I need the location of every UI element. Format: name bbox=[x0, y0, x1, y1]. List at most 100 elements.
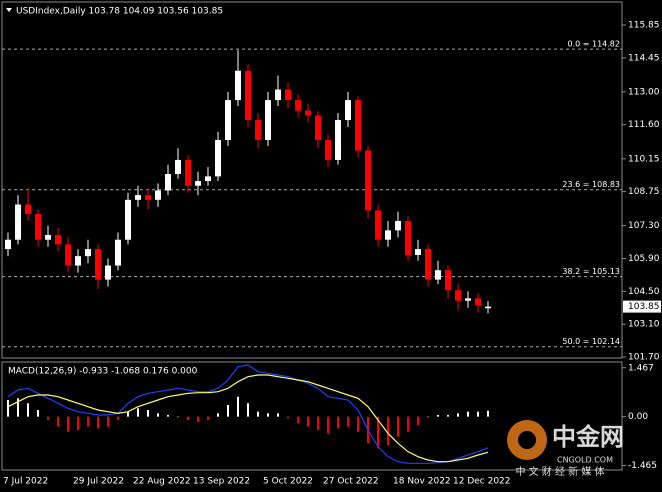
menu-arrow bbox=[6, 8, 12, 12]
histogram-bar bbox=[237, 396, 239, 417]
macd-title: MACD(12,26,9) -0.933 -1.068 0.176 0.000 bbox=[8, 367, 198, 377]
histogram-bar bbox=[37, 410, 39, 417]
histogram-bar bbox=[327, 416, 329, 434]
candle-body bbox=[305, 110, 311, 116]
y-tick-label: 103.10 bbox=[628, 320, 660, 330]
y-tick-label: -1.465 bbox=[628, 461, 657, 471]
candle-body bbox=[175, 159, 181, 175]
candle-body bbox=[485, 306, 491, 309]
candle-body bbox=[75, 256, 81, 266]
candle-body bbox=[315, 115, 321, 140]
y-tick-label: 0.00 bbox=[628, 412, 648, 422]
site: CNGOLD.COM bbox=[557, 456, 613, 465]
x-tick-label: 27 Oct 2022 bbox=[323, 477, 379, 487]
histogram-bar bbox=[27, 403, 29, 417]
watermark: 中金网 CNGOLD.COM 中 文 财 经 新 媒 体 bbox=[507, 420, 624, 478]
y-tick-label: 110.15 bbox=[628, 154, 660, 164]
histogram-bar bbox=[277, 413, 279, 417]
main-panel bbox=[1, 1, 623, 359]
level-label: 50.0 = 102.14 bbox=[562, 337, 620, 346]
level-label: 23.6 = 108.83 bbox=[562, 180, 620, 189]
histogram-bar bbox=[207, 416, 209, 420]
histogram-bar bbox=[387, 416, 389, 445]
histogram-bar bbox=[197, 416, 199, 422]
x-tick-label: 5 Oct 2022 bbox=[263, 477, 313, 487]
x-tick-label: 12 Dec 2022 bbox=[453, 477, 511, 487]
candle-body bbox=[55, 235, 61, 245]
candle-body bbox=[165, 174, 171, 191]
candle-body bbox=[5, 239, 11, 250]
histogram-bar bbox=[177, 416, 179, 418]
y-tick-label: 115.85 bbox=[628, 20, 660, 30]
chart-title: USDIndex,Daily 103.78 104.09 103.56 103.… bbox=[16, 7, 223, 17]
histogram-bar bbox=[467, 411, 469, 417]
histogram-bar bbox=[357, 416, 359, 432]
candle-body bbox=[25, 204, 31, 214]
x-tick-label: 13 Sep 2022 bbox=[193, 477, 250, 487]
candle-body bbox=[185, 159, 191, 186]
candle-body bbox=[285, 89, 291, 101]
candle-body bbox=[345, 100, 351, 121]
candle-body bbox=[235, 70, 241, 101]
histogram-bar bbox=[97, 416, 99, 429]
candle-body bbox=[475, 298, 481, 306]
histogram-bar bbox=[267, 413, 269, 417]
candle-body bbox=[85, 249, 91, 257]
histogram-bar bbox=[117, 416, 119, 420]
logo-center bbox=[518, 431, 536, 449]
histogram-bar bbox=[427, 416, 429, 418]
histogram-bar bbox=[127, 411, 129, 417]
histogram-bar bbox=[87, 416, 89, 427]
candle-body bbox=[385, 230, 391, 240]
histogram-bar bbox=[447, 415, 449, 417]
histogram-bar bbox=[67, 416, 69, 432]
histogram-bar bbox=[77, 416, 79, 430]
histogram-bar bbox=[397, 416, 399, 437]
y-tick-label: 114.45 bbox=[628, 53, 660, 63]
candle-body bbox=[145, 195, 151, 200]
histogram-bar bbox=[247, 403, 249, 417]
candle-body bbox=[335, 120, 341, 160]
candle-body bbox=[275, 89, 281, 101]
candle-body bbox=[135, 195, 141, 200]
y-tick-label: 111.60 bbox=[628, 120, 660, 130]
candle-body bbox=[295, 100, 301, 111]
histogram-bar bbox=[287, 416, 289, 419]
x-tick-label: 22 Aug 2022 bbox=[133, 477, 191, 487]
histogram-bar bbox=[157, 413, 159, 417]
candle-body bbox=[265, 100, 271, 140]
histogram-bar bbox=[217, 413, 219, 417]
y-tick-label: 105.90 bbox=[628, 254, 660, 264]
histogram-bar bbox=[307, 416, 309, 427]
macd-line bbox=[7, 374, 489, 463]
candle-body bbox=[215, 139, 221, 177]
candle-body bbox=[355, 100, 361, 151]
histogram-bar bbox=[377, 416, 379, 449]
last-price-box bbox=[623, 300, 661, 313]
histogram-bar bbox=[187, 416, 189, 420]
histogram-bar bbox=[257, 411, 259, 417]
candle-body bbox=[35, 213, 41, 240]
macd-line bbox=[7, 364, 489, 464]
y-tick-label: 101.70 bbox=[628, 353, 660, 363]
histogram-bar bbox=[7, 400, 9, 417]
candle-body bbox=[15, 204, 21, 240]
candle-body bbox=[65, 244, 71, 266]
histogram-bar bbox=[47, 416, 49, 420]
histogram-bar bbox=[407, 416, 409, 432]
histogram-bar bbox=[137, 408, 139, 417]
y-tick-label: 108.75 bbox=[628, 187, 660, 197]
x-tick-label: 18 Nov 2022 bbox=[393, 477, 451, 487]
level-label: 0.0 = 114.82 bbox=[567, 40, 620, 49]
candle-body bbox=[375, 210, 381, 240]
candle-body bbox=[455, 290, 461, 301]
histogram-bar bbox=[487, 410, 489, 417]
candle-body bbox=[155, 190, 161, 200]
candle-body bbox=[425, 249, 431, 280]
candle-body bbox=[245, 70, 251, 121]
y-tick-label: 104.50 bbox=[628, 287, 660, 297]
candle-body bbox=[95, 249, 101, 280]
level-label: 38.2 = 105.13 bbox=[562, 267, 620, 276]
histogram-bar bbox=[437, 415, 439, 417]
histogram-bar bbox=[477, 411, 479, 417]
